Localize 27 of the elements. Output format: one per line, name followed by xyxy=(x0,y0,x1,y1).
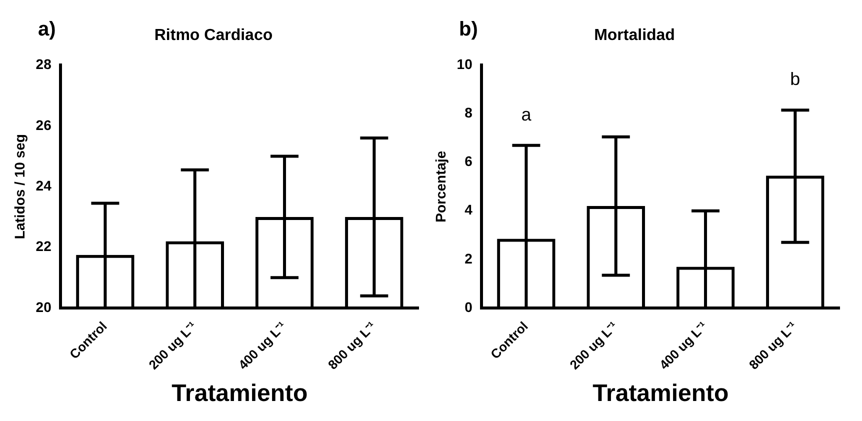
x-tick-label: 400 ug L⁻¹ xyxy=(235,318,290,372)
annotation: a xyxy=(521,104,532,124)
chart-title: Ritmo Cardiaco xyxy=(154,27,273,44)
x-tick-label: 400 ug L⁻¹ xyxy=(656,318,710,372)
y-tick-label: 2 xyxy=(464,250,473,266)
x-axis-title: Tratamiento xyxy=(172,380,308,408)
y-tick-label: 22 xyxy=(36,238,52,254)
text: b) xyxy=(459,18,478,41)
annotation: b xyxy=(790,69,800,90)
y-tick-label: 4 xyxy=(464,202,473,218)
x-tick-label: 800 ug L⁻¹ xyxy=(325,318,379,372)
y-tick-label: 20 xyxy=(36,298,52,315)
chart-title: Mortalidad xyxy=(594,27,675,44)
text: a) xyxy=(38,18,56,41)
x-tick-label: 200 ug L⁻¹ xyxy=(566,318,621,372)
y-tick-label: 0 xyxy=(464,298,473,315)
y-tick-label: 8 xyxy=(464,104,473,121)
x-axis-title: Tratamiento xyxy=(592,380,729,408)
y-axis-title: Latidos / 10 seg xyxy=(11,134,28,240)
y-tick-label: 6 xyxy=(464,153,473,170)
y-tick-label: 10 xyxy=(456,56,473,72)
x-tick-label: 200 ug L⁻¹ xyxy=(146,318,200,372)
y-tick-label: 24 xyxy=(36,177,52,194)
y-axis-title: Porcentaje xyxy=(432,150,448,222)
y-tick-label: 26 xyxy=(36,116,52,133)
y-tick-label: 28 xyxy=(36,56,52,72)
x-tick-label: 800 ug L⁻¹ xyxy=(746,318,800,372)
